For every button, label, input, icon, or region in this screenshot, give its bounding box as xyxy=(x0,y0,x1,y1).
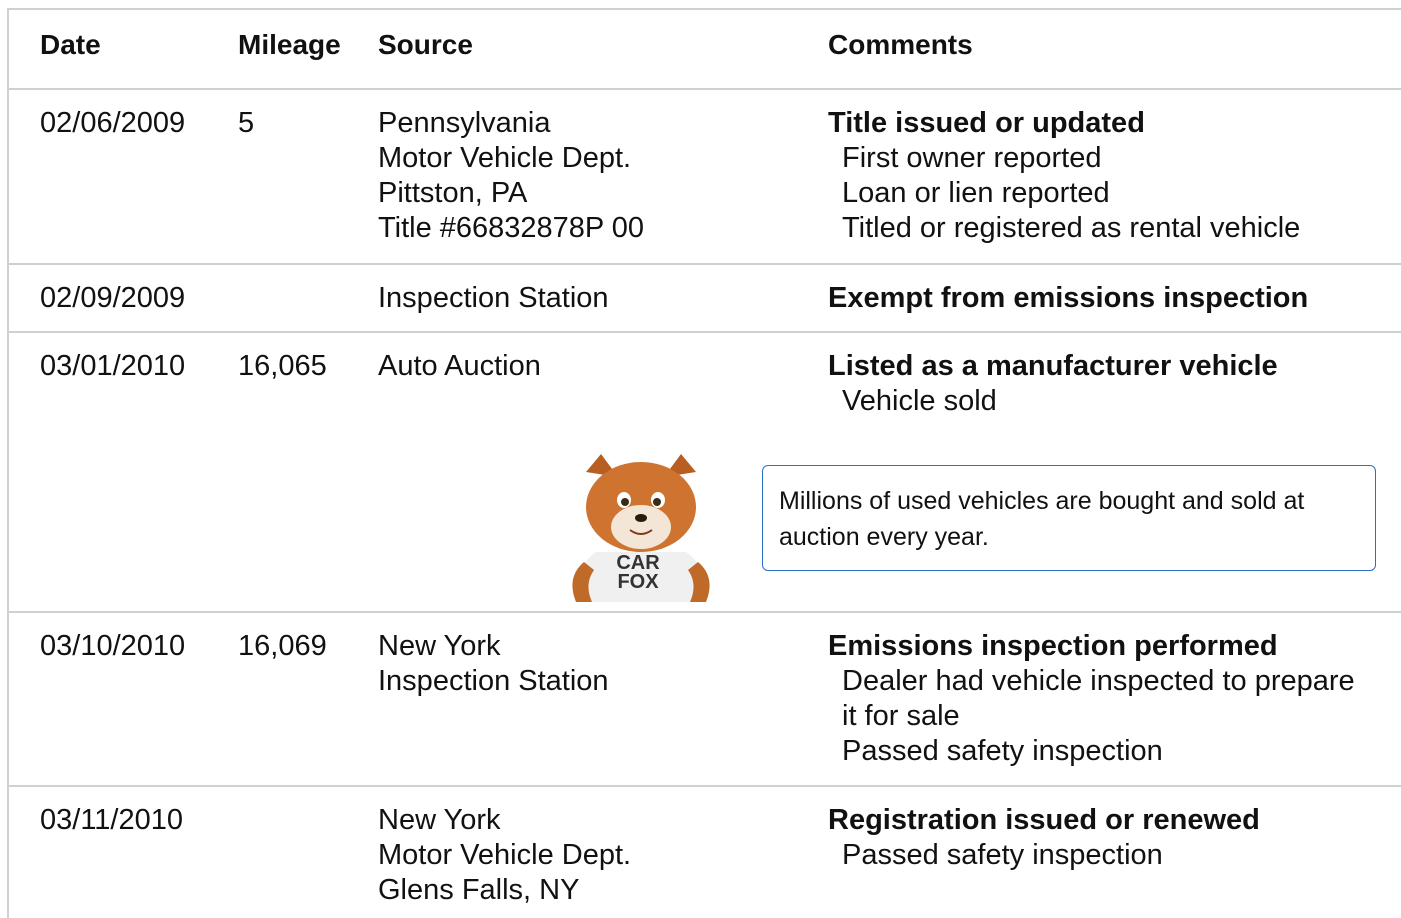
comment-item: Passed safety inspection xyxy=(828,734,1362,769)
column-header: Source xyxy=(378,27,473,62)
row-divider xyxy=(8,785,1401,787)
date: 02/09/2009 xyxy=(40,281,185,316)
date: 03/11/2010 xyxy=(40,803,183,838)
shirt-text: FOX xyxy=(617,571,659,593)
source-line: Auto Auction xyxy=(378,349,541,384)
mileage: 16,069 xyxy=(238,629,327,664)
auction-callout: Millions of used vehicles are bought and… xyxy=(762,465,1376,571)
source: Inspection Station xyxy=(378,281,609,316)
column-header: Comments xyxy=(828,27,973,62)
source-line: Glens Falls, NY xyxy=(378,873,631,908)
row-divider xyxy=(8,88,1401,90)
source-line: New York xyxy=(378,803,631,838)
left-border xyxy=(7,8,9,918)
date: 03/10/2010 xyxy=(40,629,185,664)
mileage: 5 xyxy=(238,106,254,141)
comment-title: Exempt from emissions inspection xyxy=(828,281,1308,316)
source-line: Inspection Station xyxy=(378,281,609,316)
mileage: 16,065 xyxy=(238,349,327,384)
mascot: CAR FOX xyxy=(566,452,716,612)
source-line: Pittston, PA xyxy=(378,176,644,211)
source-line: Pennsylvania xyxy=(378,106,644,141)
source-line: Motor Vehicle Dept. xyxy=(378,838,631,873)
source-line: Motor Vehicle Dept. xyxy=(378,141,644,176)
source-line: Title #66832878P 00 xyxy=(378,211,644,246)
source: Auto Auction xyxy=(378,349,541,384)
comment-title: Title issued or updated xyxy=(828,106,1362,141)
comment-item: First owner reported xyxy=(828,141,1362,176)
row-divider xyxy=(8,263,1401,265)
top-border xyxy=(8,8,1401,10)
comment-title: Registration issued or renewed xyxy=(828,803,1362,838)
comments: Exempt from emissions inspection xyxy=(828,281,1308,316)
column-header: Date xyxy=(40,27,101,62)
column-header: Mileage xyxy=(238,27,341,62)
date: 03/01/2010 xyxy=(40,349,185,384)
comment-title: Emissions inspection performed xyxy=(828,629,1362,664)
date: 02/06/2009 xyxy=(40,106,185,141)
comment-item: Titled or registered as rental vehicle xyxy=(828,211,1362,246)
comment-item: Loan or lien reported xyxy=(828,176,1362,211)
comment-item: Passed safety inspection xyxy=(828,838,1362,873)
page: Date Mileage Source Comments 02/06/2009 5 Penn… xyxy=(0,0,1401,918)
comment-item: Vehicle sold xyxy=(828,384,1362,419)
source-line: New York xyxy=(378,629,609,664)
comment-title: Listed as a manufacturer vehicle xyxy=(828,349,1362,384)
row-divider xyxy=(8,331,1401,333)
comment-item: Dealer had vehicle inspected to prepare … xyxy=(828,664,1362,734)
source-line: Inspection Station xyxy=(378,664,609,699)
mascot-muzzle xyxy=(611,505,671,549)
